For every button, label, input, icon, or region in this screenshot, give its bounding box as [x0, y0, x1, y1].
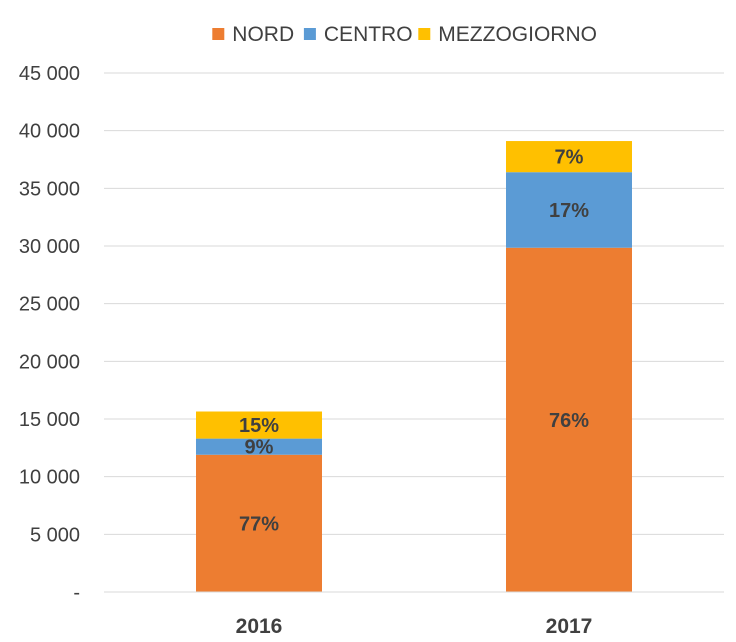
legend-item-nord: NORD — [212, 23, 294, 46]
bar-segment-centro-2017 — [506, 172, 632, 248]
bar-segment-nord-2017 — [506, 247, 632, 593]
y-tick-label: 25 000 — [19, 294, 80, 316]
y-tick-label: 40 000 — [19, 121, 80, 143]
y-tick-label: 20 000 — [19, 351, 80, 373]
data-label: 9% — [245, 437, 274, 459]
data-label: 7% — [555, 147, 584, 169]
y-tick-label: 30 000 — [19, 236, 80, 258]
data-label: 77% — [239, 513, 279, 535]
legend-label: CENTRO — [324, 23, 413, 46]
y-tick-label: 35 000 — [19, 178, 80, 200]
bar-segment-mezzogiorno-2017 — [506, 141, 632, 173]
x-tick-label: 2016 — [236, 615, 283, 638]
legend-item-centro: CENTRO — [303, 23, 413, 46]
bar-segment-mezzogiorno-2016 — [196, 411, 322, 439]
legend-label: MEZZOGIORNO — [438, 23, 597, 46]
data-label: 15% — [239, 415, 279, 437]
y-tick-label: - — [73, 582, 80, 604]
y-tick-label: 10 000 — [19, 467, 80, 489]
legend-label: NORD — [232, 23, 294, 46]
bar-segment-nord-2016 — [196, 454, 322, 592]
y-axis: - 5 000 10 000 15 000 20 000 25 000 30 000 35 0… — [19, 63, 80, 604]
x-tick-label: 2017 — [546, 615, 593, 638]
bar-segment-centro-2016 — [196, 438, 322, 455]
bars: 77% 9%15% 76% 17% 7% — [196, 141, 632, 593]
data-label: 76% — [549, 410, 589, 432]
legend-swatch — [303, 28, 316, 40]
x-axis: 2016 2017 — [236, 615, 593, 638]
legend-swatch — [212, 28, 225, 40]
data-label: 17% — [549, 200, 589, 222]
legend-item-mezzogiorno: MEZZOGIORNO — [418, 23, 597, 46]
y-tick-label: 15 000 — [19, 409, 80, 431]
y-tick-label: 45 000 — [19, 63, 80, 85]
legend-swatch — [418, 28, 431, 40]
y-tick-label: 5 000 — [30, 524, 80, 546]
legend: NORD CENTRO MEZZOGIORNO — [212, 23, 597, 46]
